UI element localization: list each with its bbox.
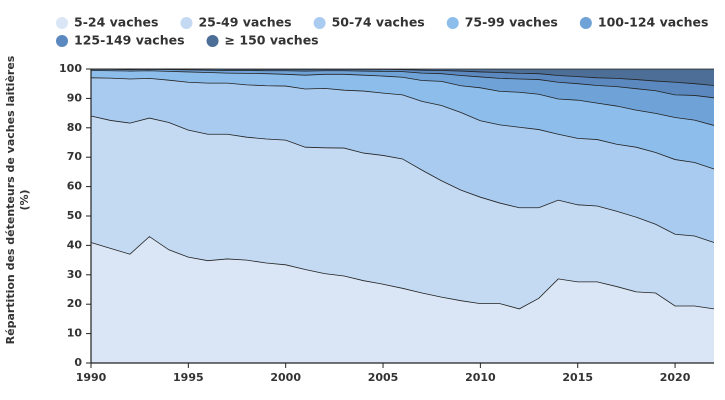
legend-item: 25-49 vaches xyxy=(180,15,292,30)
y-tick-label: 10 xyxy=(67,327,83,340)
boundary-line xyxy=(90,70,715,126)
y-tick-label: 50 xyxy=(67,209,83,222)
legend-swatch xyxy=(579,17,592,29)
boundary-line xyxy=(90,77,715,170)
x-tick-label: 1995 xyxy=(173,371,204,384)
area xyxy=(91,116,714,309)
x-tick-label: 2020 xyxy=(660,371,691,384)
legend-label: 75-99 vaches xyxy=(465,15,558,30)
legend-swatch xyxy=(56,17,68,29)
legend-item: 100-124 vaches xyxy=(579,15,709,30)
legend-item: 50-74 vaches xyxy=(313,15,425,30)
legend-swatch xyxy=(56,35,68,47)
y-tick-label: 0 xyxy=(74,356,82,369)
boundary-line xyxy=(91,68,715,99)
area xyxy=(91,69,714,126)
x-tick-label: 2005 xyxy=(368,371,399,384)
area xyxy=(91,70,714,169)
y-axis-label: Répartition des détenteurs de vaches lai… xyxy=(4,55,31,345)
legend-label: ≥ 150 vaches xyxy=(225,33,319,48)
boundary-line xyxy=(90,236,715,310)
legend-item: ≥ 150 vaches xyxy=(206,33,319,48)
legend-item: 125-149 vaches xyxy=(56,33,185,48)
y-tick-label: 40 xyxy=(67,238,83,251)
y-tick-label: 90 xyxy=(67,91,83,104)
legend-item: 75-99 vaches xyxy=(446,15,558,30)
boundary-line xyxy=(90,115,715,243)
y-tick-label: 30 xyxy=(67,268,83,281)
legend-item: 5-24 vaches xyxy=(56,15,158,30)
legend-label: 5-24 vaches xyxy=(74,15,158,30)
legend-label: 25-49 vaches xyxy=(198,15,291,30)
legend-swatch xyxy=(206,35,219,47)
area xyxy=(91,236,714,363)
y-tick-label: 80 xyxy=(67,121,83,134)
x-tick-label: 2015 xyxy=(562,371,593,384)
y-tick-label: 70 xyxy=(67,150,83,163)
legend-label: 125-149 vaches xyxy=(74,33,185,48)
area xyxy=(91,77,714,243)
x-tick-label: 2010 xyxy=(465,371,496,384)
area xyxy=(91,69,714,98)
legend-swatch xyxy=(446,17,459,29)
y-tick-label: 20 xyxy=(67,297,83,310)
y-tick-label: 100 xyxy=(59,62,82,75)
legend-label: 50-74 vaches xyxy=(332,15,425,30)
area xyxy=(91,69,714,86)
x-tick-label: 1990 xyxy=(76,371,107,384)
x-tick-label: 2000 xyxy=(270,371,301,384)
y-tick-label: 60 xyxy=(67,180,83,193)
legend-swatch xyxy=(180,17,193,29)
legend-label: 100-124 vaches xyxy=(598,15,709,30)
legend-swatch xyxy=(313,17,326,29)
